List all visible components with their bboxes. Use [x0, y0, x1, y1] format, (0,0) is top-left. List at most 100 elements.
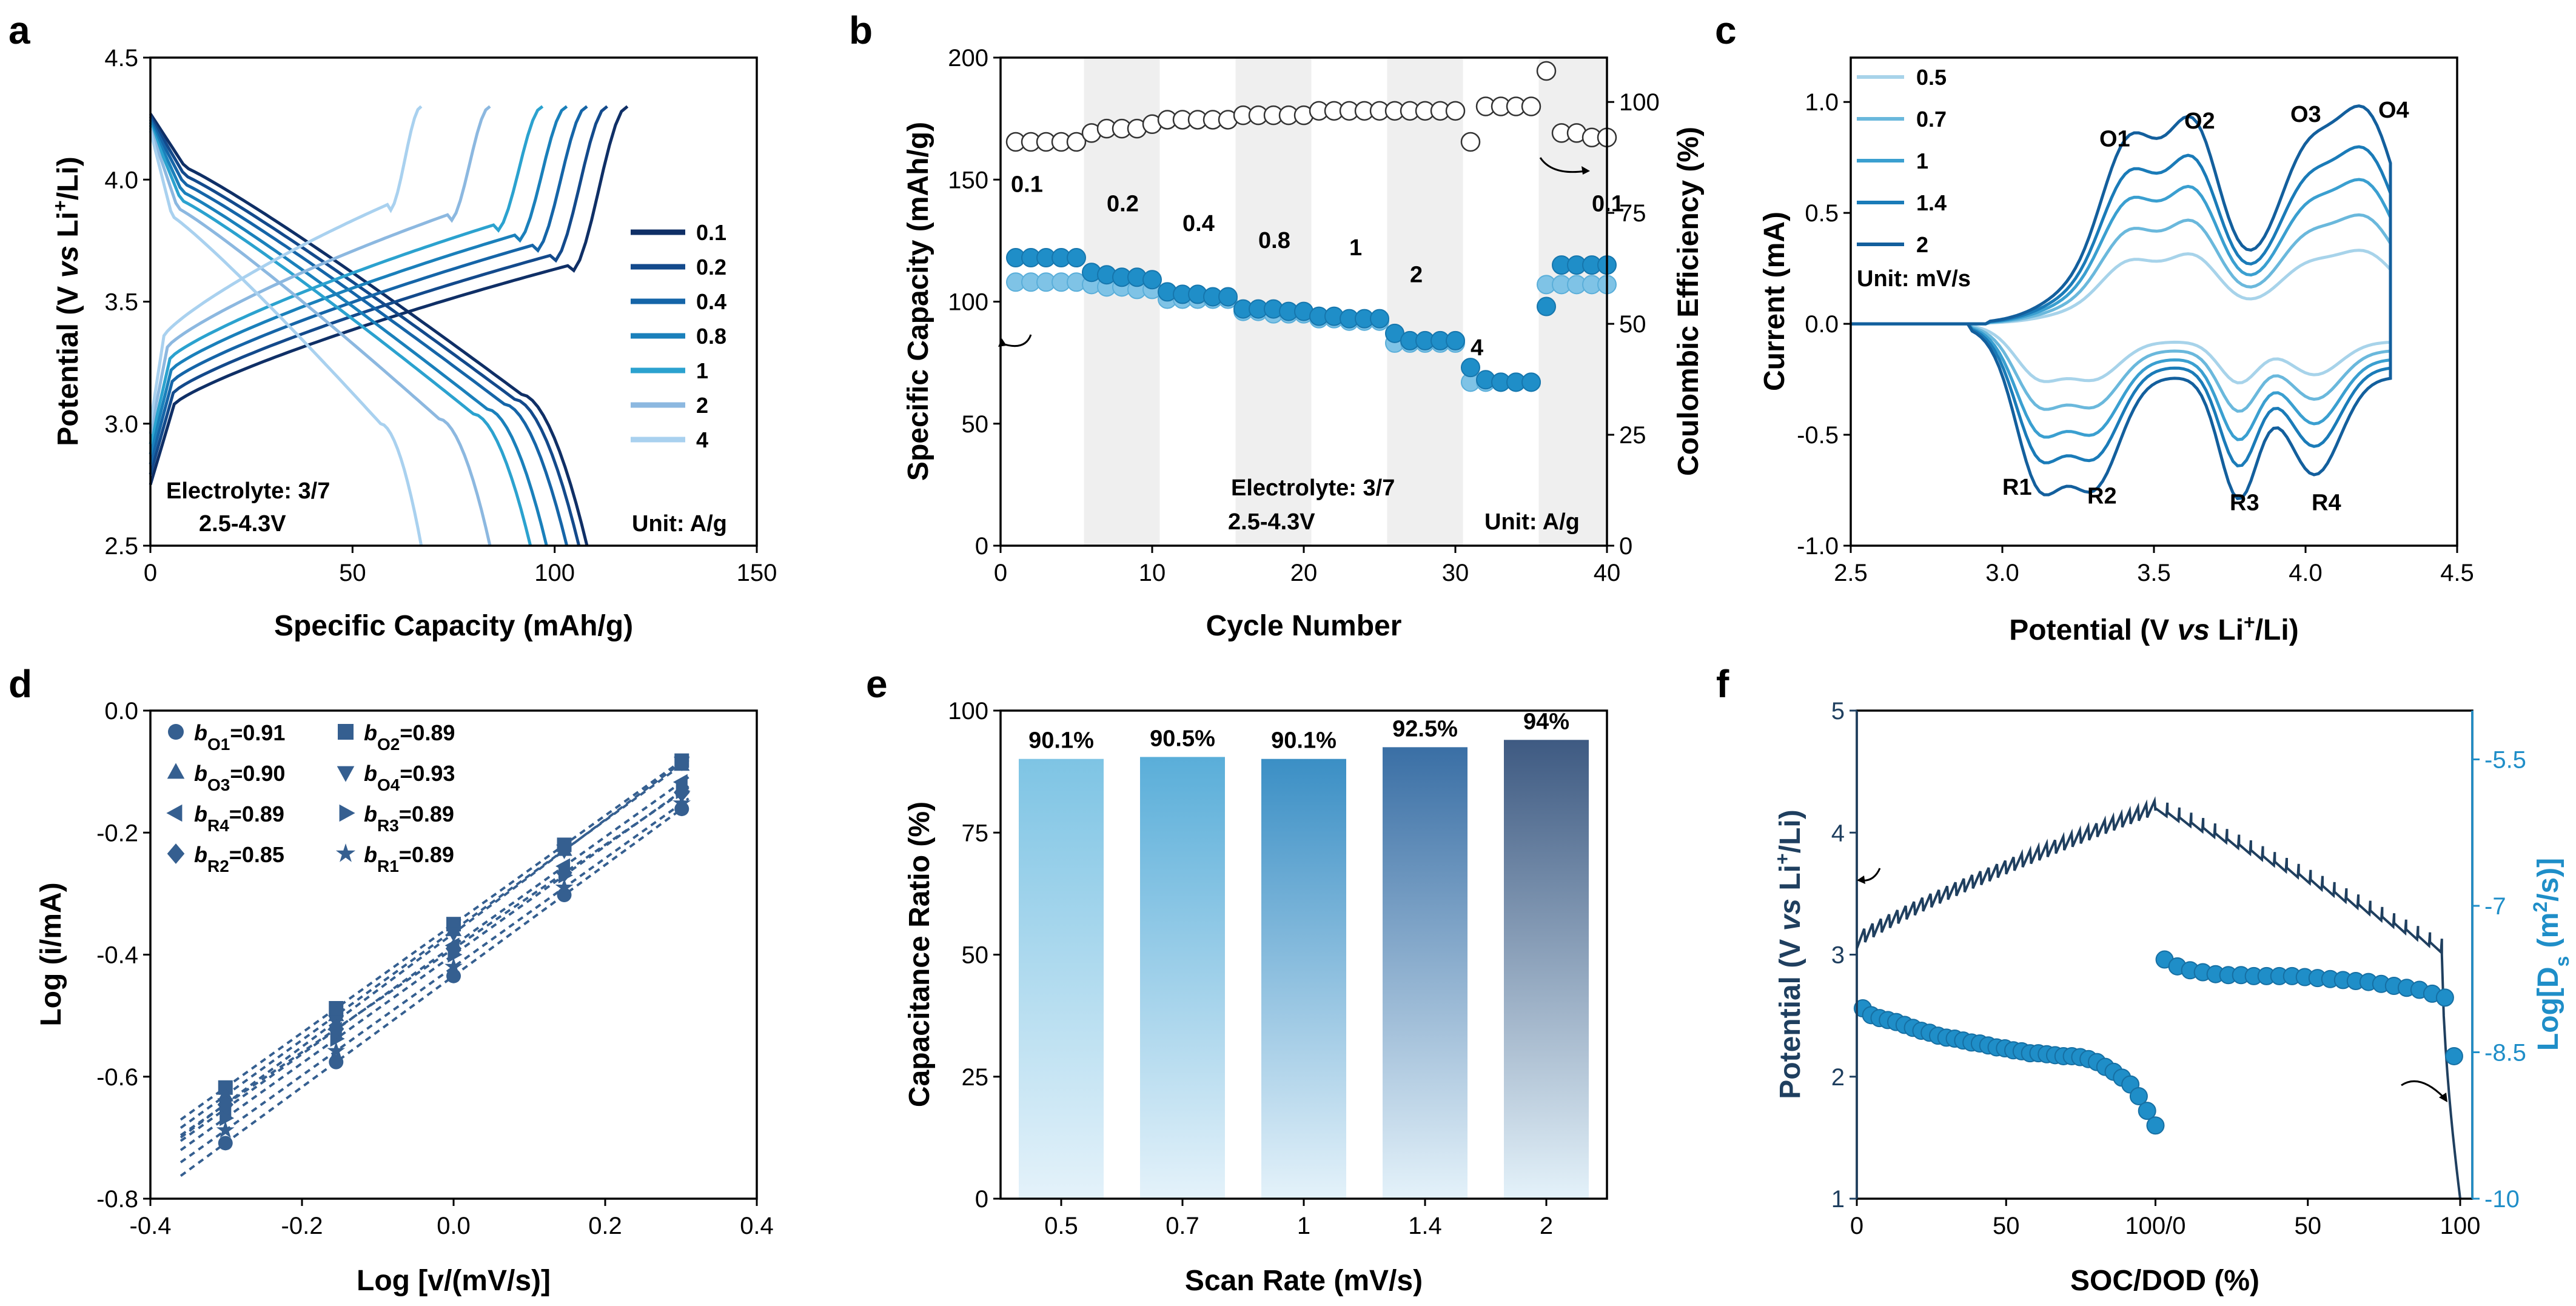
panel-d-legend-b: b: [364, 842, 377, 867]
panel-a-discharge-curve-2: [149, 127, 492, 546]
panel-a-ytick-label: 2.5: [104, 533, 138, 560]
panel-f-xtick-label: 50: [2295, 1213, 2322, 1239]
panel-b-charge-point: [1521, 372, 1541, 392]
panel-e-ytick-label: 100: [948, 698, 988, 725]
panel-c-xtick-label: 3.0: [1985, 560, 2019, 586]
panel-d-xtick-label: -0.2: [281, 1213, 323, 1239]
panel-b-right-arrow: [1539, 157, 1586, 173]
panel-d-legend-b: b: [364, 720, 377, 745]
panel-b-left-arrowhead: [998, 338, 1007, 347]
panel-a-annotation-electrolyte: Electrolyte: 3/7: [166, 478, 330, 504]
panel-f-discharge-logD-point: [2435, 988, 2454, 1007]
panel-d-xtick-label: -0.4: [130, 1213, 172, 1239]
panel-e-xtick-label: 1: [1297, 1213, 1310, 1239]
panel-b-right-ytick-label: 100: [1619, 89, 1660, 116]
panel-d-legend-sub: O3: [207, 775, 230, 794]
panel-b-shade-band: [1387, 58, 1463, 546]
panel-f-ticks: 0 50 100/0 50 100 1 2 3 4 5 -10 -8.5 -7 -5.5: [1831, 698, 2526, 1239]
panel-e-bar-0.5: [1019, 758, 1104, 1199]
panel-b-right-ytick-label: 75: [1619, 200, 1646, 227]
panel-f-right-arrow: [2401, 1080, 2445, 1099]
panel-f-ylabel: Potential (V vs Li+/Li): [1771, 809, 1806, 1099]
panel-e-ylabel: Capacitance Ratio (%): [904, 802, 936, 1107]
panel-b-label: b: [849, 8, 873, 52]
panel-b-xtick-label: 20: [1290, 560, 1318, 586]
panel-b-ytick-label: 0: [975, 533, 988, 560]
panel-e-bar-label: 90.1%: [1271, 728, 1337, 754]
panel-f-ytick-label: 5: [1831, 698, 1845, 725]
panel-d-fit-line-O4: [179, 756, 689, 1139]
panel-c-ytick-label: 0.0: [1805, 311, 1839, 338]
panel-b-rate-label: 4: [1471, 335, 1483, 361]
panel-d-fit-line-O2: [179, 754, 689, 1121]
panel-b-ytick-label: 100: [948, 289, 988, 316]
panel-e-ytick-label: 25: [962, 1064, 989, 1091]
panel-b-rate-labels: 0.1 0.2 0.4 0.8 1 2 4 0.1: [1011, 172, 1624, 361]
panel-b-xtick-label: 10: [1139, 560, 1166, 586]
panel-d-legend-marker-R2: [167, 843, 185, 864]
panel-c-xtick-label: 4.0: [2289, 560, 2323, 586]
panel-f-xtick-label: 100: [2440, 1213, 2481, 1239]
panel-d-fit-lines: [179, 754, 689, 1177]
panel-d-ylabel: Log (i/mA): [35, 882, 67, 1026]
panel-b-ylabel: Specific Capacity (mAh/g): [902, 122, 934, 481]
panel-b-xtick-label: 40: [1594, 560, 1621, 586]
panel-a-xtick-label: 0: [144, 560, 157, 586]
panel-a-charge-curve-0.4: [149, 105, 588, 465]
panel-f-xlabel: SOC/DOD (%): [2070, 1265, 2259, 1297]
panel-e-xtick-label: 1.4: [1408, 1213, 1442, 1239]
panel-d-legend-sub: O2: [377, 735, 400, 754]
panel-d-fit-line-R3: [179, 785, 689, 1151]
panel-f-y2label: Log[Ds (m2/s)]: [2529, 858, 2573, 1051]
panel-a-label: a: [8, 8, 30, 52]
panel-b-rate-label: 1: [1349, 235, 1362, 261]
panel-f-points: [1853, 950, 2463, 1135]
panel-a-curves: [149, 105, 629, 546]
panel-d-point-O1: [329, 1054, 344, 1070]
panel-d-point-R2: [328, 1019, 344, 1039]
panel-d-point-R2: [674, 783, 690, 802]
panel-c-ytick-label: -1.0: [1797, 533, 1839, 560]
panel-d-ytick-label: 0.0: [104, 698, 138, 725]
panel-a-charge-curve-0.1: [149, 105, 629, 486]
panel-c-peak-label: O4: [2378, 98, 2409, 123]
panel-b-efficiency-point: [1445, 101, 1466, 121]
panel-e-bar-1: [1261, 758, 1346, 1199]
panel-b-annotation-unit: Unit: A/g: [1484, 509, 1580, 535]
panel-e-bar-2: [1504, 740, 1589, 1199]
panel-b-efficiency-point: [1521, 96, 1541, 116]
panel-d-legend-marker-R3: [339, 804, 355, 822]
panel-c-legend-label: 1.4: [1916, 190, 1947, 215]
panel-e-ticks: 0.5 0.7 1 1.4 2 0 25 50 75 100: [948, 698, 1553, 1239]
panel-a-xtick-label: 100: [534, 560, 575, 586]
panel-a-ticks: 0 50 100 150 2.5 3.0 3.5 4.0 4.5: [104, 45, 777, 586]
panel-c-peak-label: R4: [2312, 490, 2341, 515]
panel-d-point-R2: [445, 939, 462, 959]
panel-a-charge-curve-0.8: [149, 105, 568, 455]
panel-a-xlabel: Specific Capacity (mAh/g): [274, 610, 633, 642]
panel-d-point-O4: [556, 845, 572, 860]
panel-c-xlabel: Potential (V vs Li+/Li): [2009, 611, 2298, 646]
panel-d-legend-value: =0.85: [229, 842, 284, 867]
panel-c-label: c: [1715, 8, 1737, 52]
panel-a-ytick-label: 3.5: [104, 289, 138, 316]
panel-a-annotation-voltage: 2.5-4.3V: [199, 511, 286, 537]
panel-c-ylabel: Current (mA): [1759, 212, 1791, 391]
panel-b-charge-point: [1218, 287, 1238, 307]
panel-d-points: [216, 753, 691, 1151]
panel-b-efficiency-point: [1066, 132, 1087, 152]
panel-d-legend-label-O2: bO2=0.89: [364, 720, 455, 754]
panel-c-legend: 0.5 0.7 1 1.4 2: [1857, 65, 1947, 257]
panel-d-fit-line-R2: [179, 786, 689, 1137]
panel-b-rate-label: 0.1: [1592, 192, 1624, 217]
panel-b-ytick-label: 200: [948, 45, 988, 72]
panel-f-left-arrowhead: [1857, 876, 1865, 884]
panel-f-ytick-label: 2: [1831, 1064, 1845, 1091]
panel-c-cv-curve-0.7: [1851, 213, 2392, 413]
panel-c-ticks: 2.5 3.0 3.5 4.0 4.5 -1.0 -0.5 0.0 0.5 1.0: [1797, 89, 2474, 586]
panel-b-annotation-electrolyte: Electrolyte: 3/7: [1231, 475, 1395, 501]
panel-b-y2label: Coulombic Efficiency (%): [1672, 127, 1705, 476]
panel-b-charge-point: [1446, 330, 1465, 350]
panel-d-ytick-label: -0.6: [96, 1064, 138, 1091]
